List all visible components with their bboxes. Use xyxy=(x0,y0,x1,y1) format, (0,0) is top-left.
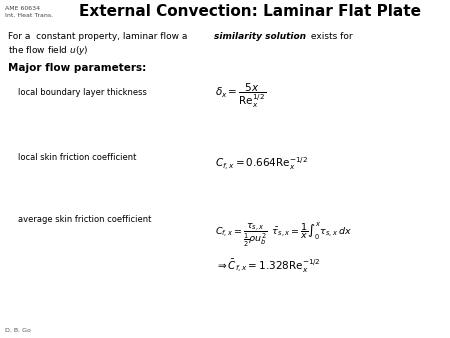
Text: local skin friction coefficient: local skin friction coefficient xyxy=(18,153,136,162)
Text: Int. Heat Trans.: Int. Heat Trans. xyxy=(5,13,53,18)
Text: External Convection: Laminar Flat Plate: External Convection: Laminar Flat Plate xyxy=(79,4,421,19)
Text: $C_{f,x} = 0.664\mathrm{Re}_x^{-1/2}$: $C_{f,x} = 0.664\mathrm{Re}_x^{-1/2}$ xyxy=(215,155,308,172)
Text: $\delta_x = \dfrac{5x}{\mathrm{Re}_x^{1/2}}$: $\delta_x = \dfrac{5x}{\mathrm{Re}_x^{1/… xyxy=(215,82,266,110)
Text: D. B. Go: D. B. Go xyxy=(5,328,31,333)
Text: AME 60634: AME 60634 xyxy=(5,6,40,11)
Text: similarity solution: similarity solution xyxy=(214,32,306,41)
Text: exists for: exists for xyxy=(308,32,353,41)
Text: $C_{f,x} = \dfrac{\tau_{s,x}}{\frac{1}{2}\rho u_b^2} \;\; \bar{\tau}_{s,x} = \df: $C_{f,x} = \dfrac{\tau_{s,x}}{\frac{1}{2… xyxy=(215,220,352,248)
Text: Major flow parameters:: Major flow parameters: xyxy=(8,63,146,73)
Text: local boundary layer thickness: local boundary layer thickness xyxy=(18,88,147,97)
Text: $\Rightarrow \bar{C}_{f,x} = 1.328\mathrm{Re}_x^{-1/2}$: $\Rightarrow \bar{C}_{f,x} = 1.328\mathr… xyxy=(215,258,321,275)
Text: the flow field $u(y)$: the flow field $u(y)$ xyxy=(8,44,89,57)
Text: For a  constant property, laminar flow a: For a constant property, laminar flow a xyxy=(8,32,190,41)
Text: average skin friction coefficient: average skin friction coefficient xyxy=(18,215,151,224)
